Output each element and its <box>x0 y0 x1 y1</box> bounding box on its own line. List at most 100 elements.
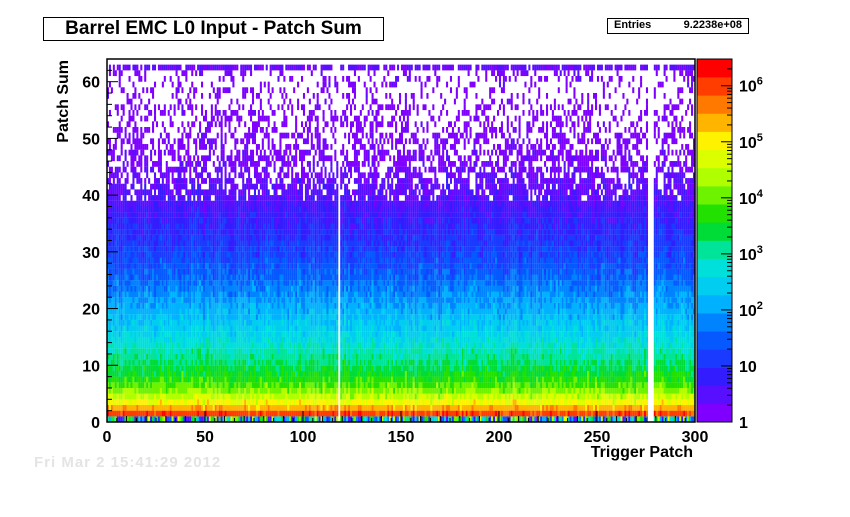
heatmap-cell <box>161 387 164 394</box>
heatmap-cell <box>295 308 298 315</box>
heatmap-cell <box>238 274 241 281</box>
heatmap-cell <box>299 331 302 337</box>
heatmap-cell <box>287 359 290 366</box>
heatmap-cell <box>120 348 123 354</box>
heatmap-cell <box>263 399 266 406</box>
heatmap-cell <box>275 404 278 411</box>
heatmap-cell <box>261 200 264 207</box>
heatmap-cell <box>130 342 133 349</box>
heatmap-cell <box>153 195 157 201</box>
heatmap-cell <box>173 251 176 258</box>
heatmap-cell <box>136 263 139 269</box>
heatmap-cell <box>155 268 159 275</box>
heatmap-cell <box>136 404 139 411</box>
heatmap-cell <box>271 110 274 116</box>
heatmap-cell <box>169 121 172 128</box>
heatmap-cell <box>204 399 208 406</box>
heatmap-cell <box>136 229 139 235</box>
heatmap-cell <box>246 234 249 241</box>
heatmap-cell <box>148 257 151 264</box>
heatmap-cell <box>226 64 229 71</box>
heatmap-cell <box>173 302 176 309</box>
heatmap-cell <box>202 314 206 320</box>
heatmap-cell <box>124 336 127 343</box>
heatmap-cell <box>146 189 149 196</box>
heatmap-cell <box>120 87 123 94</box>
heatmap-cell <box>195 319 198 326</box>
heatmap-cell <box>255 144 258 150</box>
heatmap-cell <box>126 274 129 281</box>
heatmap-cell <box>224 370 227 377</box>
heatmap-cell <box>118 387 121 394</box>
heatmap-cell <box>179 376 182 383</box>
heatmap-cell <box>224 302 227 309</box>
heatmap-cell <box>246 331 249 337</box>
heatmap-cell <box>277 212 280 218</box>
heatmap-cell <box>238 302 241 309</box>
heatmap-cell <box>218 308 221 315</box>
heatmap-cell <box>261 359 264 366</box>
heatmap-cell <box>287 104 290 111</box>
heatmap-cell <box>136 234 139 241</box>
heatmap-cell <box>163 393 166 400</box>
heatmap-cell <box>136 110 139 116</box>
heatmap-cell <box>169 297 172 303</box>
heatmap-cell <box>163 336 166 343</box>
heatmap-cell <box>195 325 198 332</box>
heatmap-cell <box>110 200 113 207</box>
heatmap-cell <box>179 98 182 105</box>
heatmap-cell <box>226 365 229 371</box>
heatmap-cell <box>150 87 153 94</box>
heatmap-cell <box>251 92 255 99</box>
heatmap-cell <box>244 121 247 128</box>
heatmap-cell <box>210 285 213 292</box>
heatmap-cell <box>240 399 243 406</box>
heatmap-cell <box>287 195 290 201</box>
heatmap-cell <box>216 274 219 281</box>
heatmap-cell <box>299 353 302 360</box>
heatmap-cell <box>171 92 174 99</box>
heatmap-cell <box>283 240 286 247</box>
heatmap-cell <box>124 263 127 269</box>
heatmap-cell <box>118 166 121 173</box>
heatmap-cell <box>126 376 129 383</box>
heatmap-cell <box>165 399 168 406</box>
heatmap-cell <box>222 342 225 349</box>
heatmap-cell <box>285 64 288 71</box>
heatmap-cell <box>112 416 115 423</box>
heatmap-cell <box>128 404 131 411</box>
heatmap-cell <box>242 212 245 218</box>
heatmap-cell <box>212 308 215 315</box>
heatmap-cell <box>295 234 298 241</box>
heatmap-cell <box>216 376 219 383</box>
heatmap-cell <box>234 268 237 275</box>
heatmap-cell <box>150 302 153 309</box>
heatmap-cell <box>114 308 117 315</box>
heatmap-cell <box>248 195 251 201</box>
heatmap-cell <box>204 353 208 360</box>
heatmap-cell <box>269 92 272 99</box>
heatmap-cell <box>214 353 217 360</box>
heatmap-cell <box>120 399 123 406</box>
heatmap-cell <box>216 246 219 252</box>
heatmap-cell <box>106 161 110 167</box>
heatmap-cell <box>251 212 255 218</box>
heatmap-cell <box>116 172 119 179</box>
heatmap-cell <box>181 132 184 139</box>
heatmap-cell <box>277 200 280 207</box>
heatmap-cell <box>181 217 184 224</box>
heatmap-cell <box>234 223 237 230</box>
heatmap-cell <box>128 410 131 417</box>
heatmap-cell <box>171 308 174 315</box>
heatmap-cell <box>181 348 184 354</box>
heatmap-cell <box>285 223 288 230</box>
heatmap-cell <box>146 144 149 150</box>
heatmap-cell <box>177 342 180 349</box>
heatmap-cell <box>199 144 202 150</box>
heatmap-cell <box>257 404 260 411</box>
heatmap-cell <box>210 291 213 298</box>
heatmap-cell <box>148 416 151 423</box>
heatmap-cell <box>177 314 180 320</box>
heatmap-cell <box>132 410 135 417</box>
heatmap-cell <box>248 263 251 269</box>
